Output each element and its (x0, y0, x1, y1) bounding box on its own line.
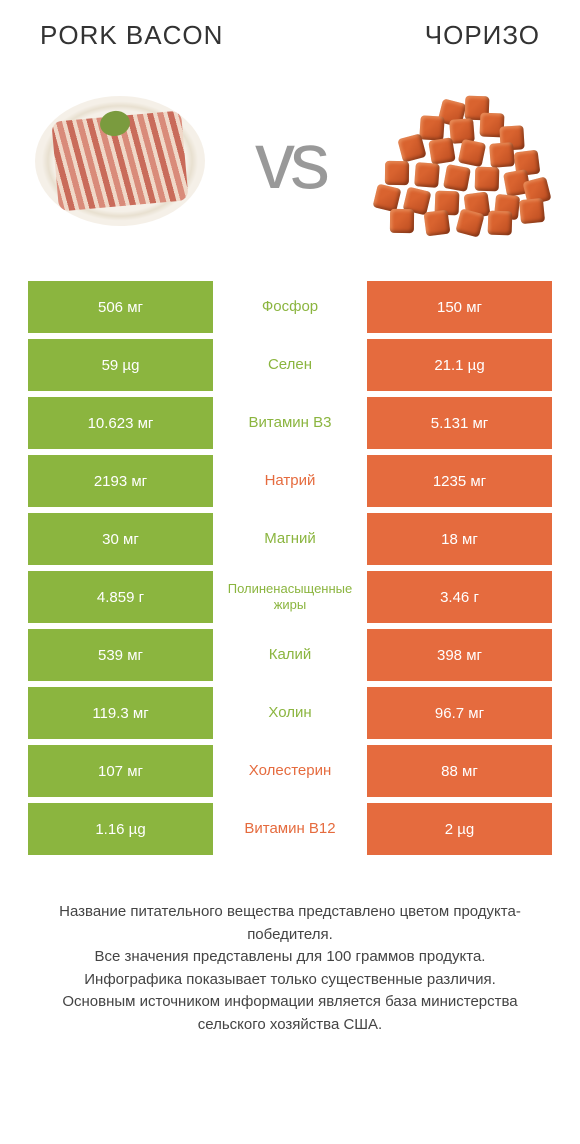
chorizo-pile-icon (370, 91, 550, 231)
chorizo-cube-icon (488, 211, 513, 236)
chorizo-cube-icon (458, 139, 486, 167)
chorizo-cube-icon (489, 142, 515, 168)
nutrient-label: Селен (213, 339, 367, 391)
table-row: 4.859 гПолиненасыщенные жиры3.46 г (28, 571, 552, 623)
nutrient-label: Холин (213, 687, 367, 739)
right-value: 18 мг (367, 513, 552, 565)
left-value: 1.16 µg (28, 803, 213, 855)
left-value: 2193 мг (28, 455, 213, 507)
nutrient-label: Полиненасыщенные жиры (213, 571, 367, 623)
left-value: 4.859 г (28, 571, 213, 623)
table-row: 59 µgСелен21.1 µg (28, 339, 552, 391)
footer-line: Все значения представлены для 100 граммо… (30, 946, 550, 969)
right-product-title: ЧОРИЗО (425, 20, 540, 51)
right-value: 3.46 г (367, 571, 552, 623)
left-value: 30 мг (28, 513, 213, 565)
table-row: 2193 мгНатрий1235 мг (28, 455, 552, 507)
chorizo-cube-icon (428, 137, 456, 165)
nutrient-label: Фосфор (213, 281, 367, 333)
table-row: 30 мгМагний18 мг (28, 513, 552, 565)
footer-line: Основным источником информации является … (30, 991, 550, 1036)
chorizo-cube-icon (424, 210, 451, 237)
table-row: 506 мгФосфор150 мг (28, 281, 552, 333)
nutrient-label: Витамин B3 (213, 397, 367, 449)
nutrient-label: Натрий (213, 455, 367, 507)
chorizo-cube-icon (385, 161, 409, 185)
right-value: 5.131 мг (367, 397, 552, 449)
chorizo-cube-icon (475, 167, 500, 192)
table-row: 539 мгКалий398 мг (28, 629, 552, 681)
vs-label: vs (255, 115, 325, 207)
chorizo-cube-icon (414, 162, 440, 188)
right-value: 398 мг (367, 629, 552, 681)
table-row: 107 мгХолестерин88 мг (28, 745, 552, 797)
left-value: 107 мг (28, 745, 213, 797)
footer-text: Название питательного вещества представл… (0, 861, 580, 1036)
hero-section: vs (0, 61, 580, 281)
comparison-table: 506 мгФосфор150 мг 59 µgСелен21.1 µg 10.62… (0, 281, 580, 855)
footer-line: Инфографика показывает только существенн… (30, 969, 550, 992)
right-value: 1235 мг (367, 455, 552, 507)
right-value: 88 мг (367, 745, 552, 797)
table-row: 1.16 µgВитамин B122 µg (28, 803, 552, 855)
nutrient-label: Холестерин (213, 745, 367, 797)
right-value: 150 мг (367, 281, 552, 333)
chorizo-image (370, 86, 550, 236)
chorizo-cube-icon (519, 198, 545, 224)
table-row: 10.623 мгВитамин B35.131 мг (28, 397, 552, 449)
left-value: 10.623 мг (28, 397, 213, 449)
nutrient-label: Магний (213, 513, 367, 565)
left-value: 59 µg (28, 339, 213, 391)
table-row: 119.3 мгХолин96.7 мг (28, 687, 552, 739)
nutrient-label: Калий (213, 629, 367, 681)
left-value: 539 мг (28, 629, 213, 681)
left-value: 506 мг (28, 281, 213, 333)
chorizo-cube-icon (390, 209, 414, 233)
header: PORK BACON ЧОРИЗО (0, 0, 580, 61)
footer-line: Название питательного вещества представл… (30, 901, 550, 946)
chorizo-cube-icon (455, 208, 484, 237)
chorizo-cube-icon (419, 115, 444, 140)
plate-icon (35, 96, 205, 226)
right-value: 2 µg (367, 803, 552, 855)
right-value: 96.7 мг (367, 687, 552, 739)
nutrient-label: Витамин B12 (213, 803, 367, 855)
chorizo-cube-icon (443, 164, 471, 192)
right-value: 21.1 µg (367, 339, 552, 391)
bacon-image (30, 86, 210, 236)
left-value: 119.3 мг (28, 687, 213, 739)
left-product-title: PORK BACON (40, 20, 223, 51)
